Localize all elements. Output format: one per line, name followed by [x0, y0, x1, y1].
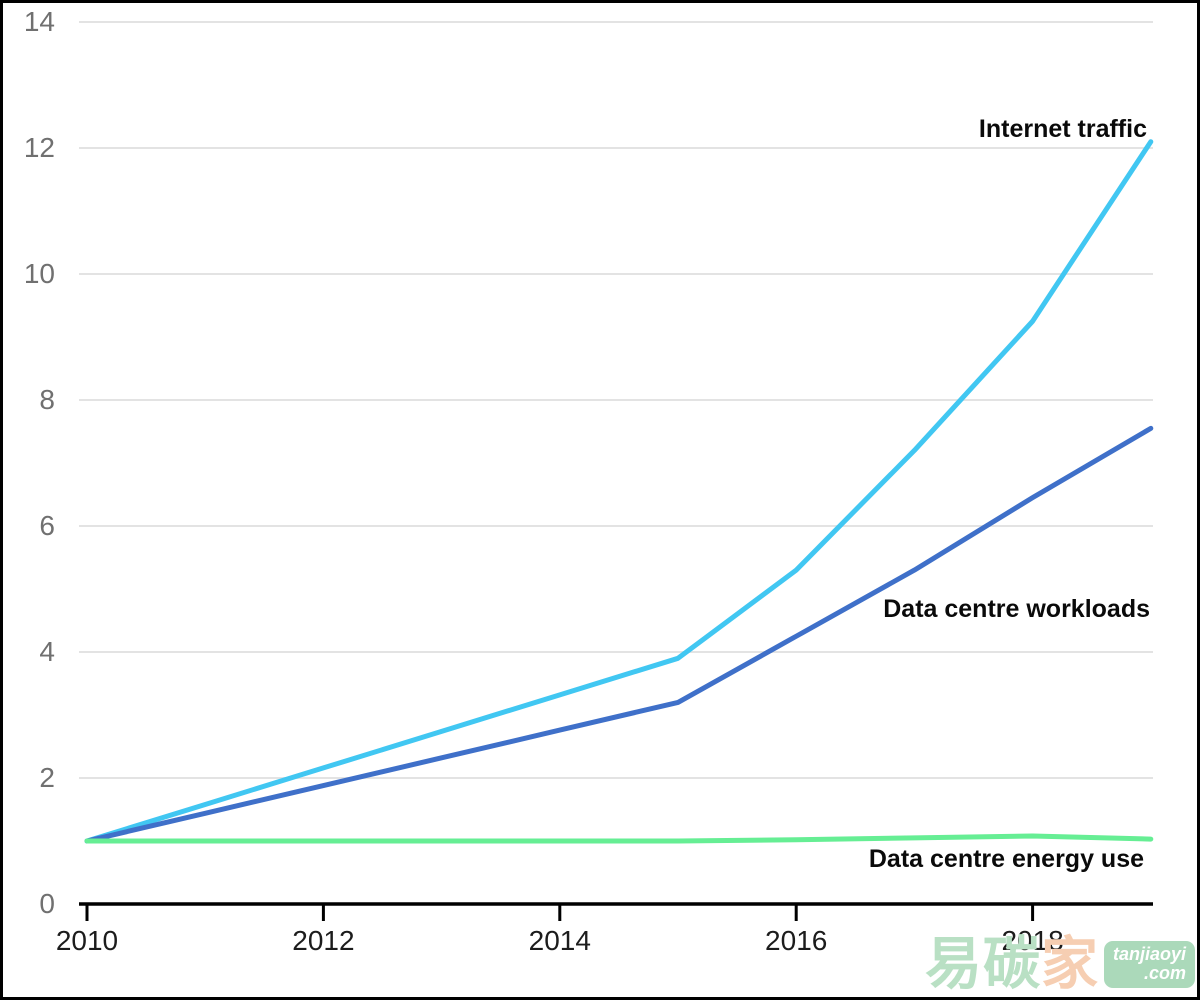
x-tick-label-2018: 2018 [1001, 925, 1063, 956]
y-tick-label-6: 6 [39, 510, 55, 541]
y-tick-label-14: 14 [24, 6, 55, 37]
series-line-internet-traffic [84, 139, 1154, 844]
x-tick-label-2010: 2010 [56, 925, 118, 956]
y-tick-label-4: 4 [39, 636, 55, 667]
y-tick-label-0: 0 [39, 888, 55, 919]
y-tick-label-8: 8 [39, 384, 55, 415]
y-tick-label-10: 10 [24, 258, 55, 289]
x-tick-label-2016: 2016 [765, 925, 827, 956]
series-label-data-centre-energy-use: Data centre energy use [868, 845, 1144, 873]
y-tick-label-2: 2 [39, 762, 55, 793]
series-label-internet-traffic: Internet traffic [978, 115, 1147, 143]
series-line-data-centre-workloads [84, 425, 1154, 844]
line-chart: 0 2 4 6 8 10 12 14 2010 2012 2014 2016 2018 [24, 6, 1154, 956]
series-label-data-centre-workloads: Data centre workloads [883, 595, 1150, 623]
x-tick-label-2014: 2014 [529, 925, 591, 956]
x-tick-label-2012: 2012 [292, 925, 354, 956]
y-tick-label-12: 12 [24, 132, 55, 163]
series-line-data-centre-energy-use [84, 833, 1154, 844]
